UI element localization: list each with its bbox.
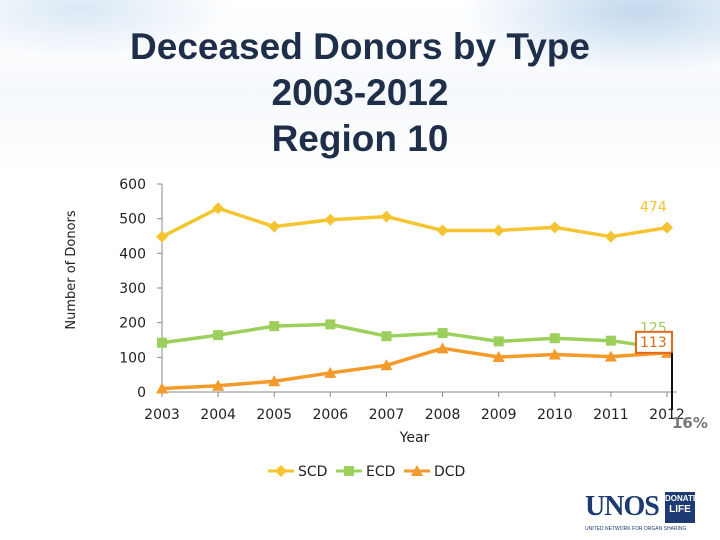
data-point-dcd [548, 348, 561, 360]
legend-marker-dcd [411, 465, 423, 476]
logo-badge-line-1: DONATE [665, 494, 699, 503]
y-axis-title: Number of Donors [64, 210, 79, 330]
data-point-ecd [437, 328, 448, 339]
data-label-scd: 474 [640, 200, 667, 216]
title-line-2: 2003-2012 [271, 72, 449, 113]
data-point-ecd [493, 336, 504, 347]
chart-series [156, 202, 673, 394]
legend-marker-ecd [344, 466, 354, 476]
x-tick-label: 2009 [481, 407, 517, 423]
x-tick-label: 2007 [369, 407, 405, 423]
annotation-percent: 16% [672, 414, 708, 432]
data-point-dcd [436, 342, 449, 354]
x-tick-label: 2008 [425, 407, 461, 423]
data-point-ecd [157, 337, 167, 348]
x-tick-label: 2012 [649, 407, 685, 423]
data-point-scd [324, 213, 337, 226]
logo-wordmark: UNOS [585, 491, 660, 522]
legend-label-scd: SCD [298, 464, 327, 480]
logo-badge-line-2: LIFE [669, 504, 691, 515]
data-point-scd [156, 230, 168, 243]
title-line-3: Region 10 [271, 118, 449, 159]
data-point-ecd [549, 333, 560, 344]
legend-label-dcd: DCD [434, 464, 465, 480]
logo-tagline: UNITED NETWORK FOR ORGAN SHARING [585, 526, 687, 532]
y-tick-label: 500 [119, 212, 146, 228]
y-tick-label: 0 [137, 385, 146, 401]
title-line-1: Deceased Donors by Type [130, 26, 590, 67]
data-point-scd [268, 220, 281, 233]
data-point-scd [661, 221, 673, 234]
logo-badge: DONATE LIFE [665, 492, 699, 523]
data-point-ecd [605, 335, 616, 346]
data-point-scd [380, 210, 393, 223]
data-point-ecd [213, 330, 224, 341]
x-axis-title: Year [399, 430, 430, 446]
data-point-ecd [325, 319, 336, 330]
data-point-dcd [268, 375, 281, 387]
legend-label-ecd: ECD [366, 464, 395, 480]
data-point-scd [548, 221, 561, 234]
header-background [0, 0, 720, 175]
data-point-scd [492, 224, 505, 237]
data-point-dcd [380, 359, 393, 371]
data-point-dcd [604, 350, 617, 362]
data-point-dcd [492, 350, 505, 362]
page-title: Deceased Donors by Type 2003-2012 Region… [70, 24, 650, 162]
x-tick-label: 2006 [313, 407, 349, 423]
x-tick-label: 2011 [593, 407, 629, 423]
data-point-dcd [212, 379, 225, 391]
data-point-dcd [324, 366, 337, 378]
y-tick-label: 200 [119, 316, 146, 332]
data-point-ecd [381, 331, 392, 342]
chart-legend: SCD ECD DCD [268, 464, 465, 480]
y-tick-label: 100 [119, 350, 146, 366]
y-tick-label: 600 [119, 177, 146, 193]
series-line-scd [161, 206, 668, 239]
legend-marker-scd [275, 465, 287, 477]
chart-axes: 0 100 200 300 400 500 600 2003 2004 2005 2006 2007 2… [64, 177, 685, 446]
y-tick-label: 300 [119, 281, 146, 297]
series-line-dcd [161, 346, 668, 391]
data-point-dcd [156, 382, 168, 394]
data-point-scd [604, 230, 617, 243]
data-point-scd [212, 202, 225, 215]
data-label-dcd: 113 [640, 335, 667, 351]
series-line-ecd [161, 322, 668, 351]
unos-logo: UNOS DONATE LIFE UNITED NETWORK FOR ORGA… [585, 490, 710, 534]
data-point-ecd [269, 321, 280, 332]
x-tick-label: 2005 [256, 407, 292, 423]
data-label-box [635, 330, 673, 354]
y-tick-label: 400 [119, 246, 146, 262]
data-point-scd [436, 224, 449, 237]
x-tick-label: 2010 [537, 407, 573, 423]
sky-decoration [0, 0, 720, 150]
x-tick-label: 2004 [200, 407, 236, 423]
x-tick-label: 2003 [144, 407, 180, 423]
